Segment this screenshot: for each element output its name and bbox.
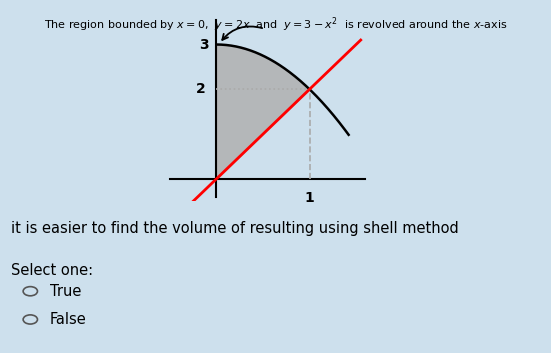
Text: 1: 1 — [305, 191, 315, 205]
Text: Select one:: Select one: — [11, 263, 93, 278]
Text: False: False — [50, 312, 87, 327]
Text: 2: 2 — [196, 82, 206, 96]
Text: The region bounded by $x = 0$,  $y = 2x$  and  $y = 3 - x^2$  is revolved around: The region bounded by $x = 0$, $y = 2x$ … — [44, 16, 507, 35]
Text: 3: 3 — [199, 37, 209, 52]
Text: it is easier to find the volume of resulting using shell method: it is easier to find the volume of resul… — [11, 221, 459, 235]
Text: True: True — [50, 284, 81, 299]
